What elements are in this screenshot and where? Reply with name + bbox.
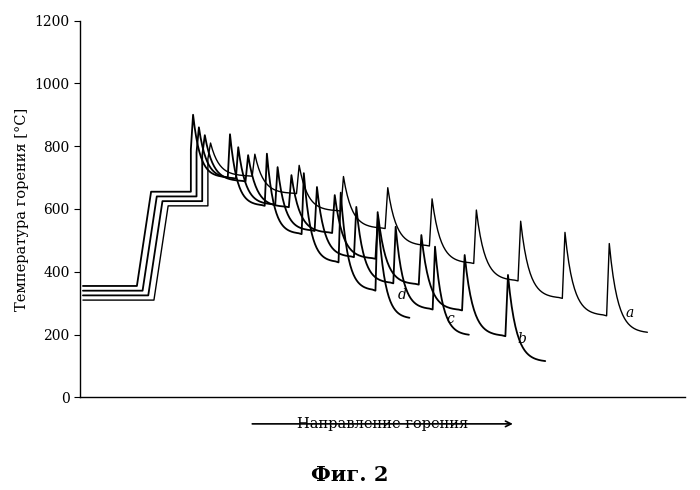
Text: d: d — [398, 289, 407, 302]
Text: Направление горения: Направление горения — [297, 417, 468, 431]
Text: b: b — [517, 332, 526, 346]
Y-axis label: Температура горения [°C]: Температура горения [°C] — [15, 107, 29, 311]
Text: a: a — [625, 306, 634, 319]
Text: Фиг. 2: Фиг. 2 — [312, 465, 388, 485]
Text: c: c — [447, 312, 454, 326]
